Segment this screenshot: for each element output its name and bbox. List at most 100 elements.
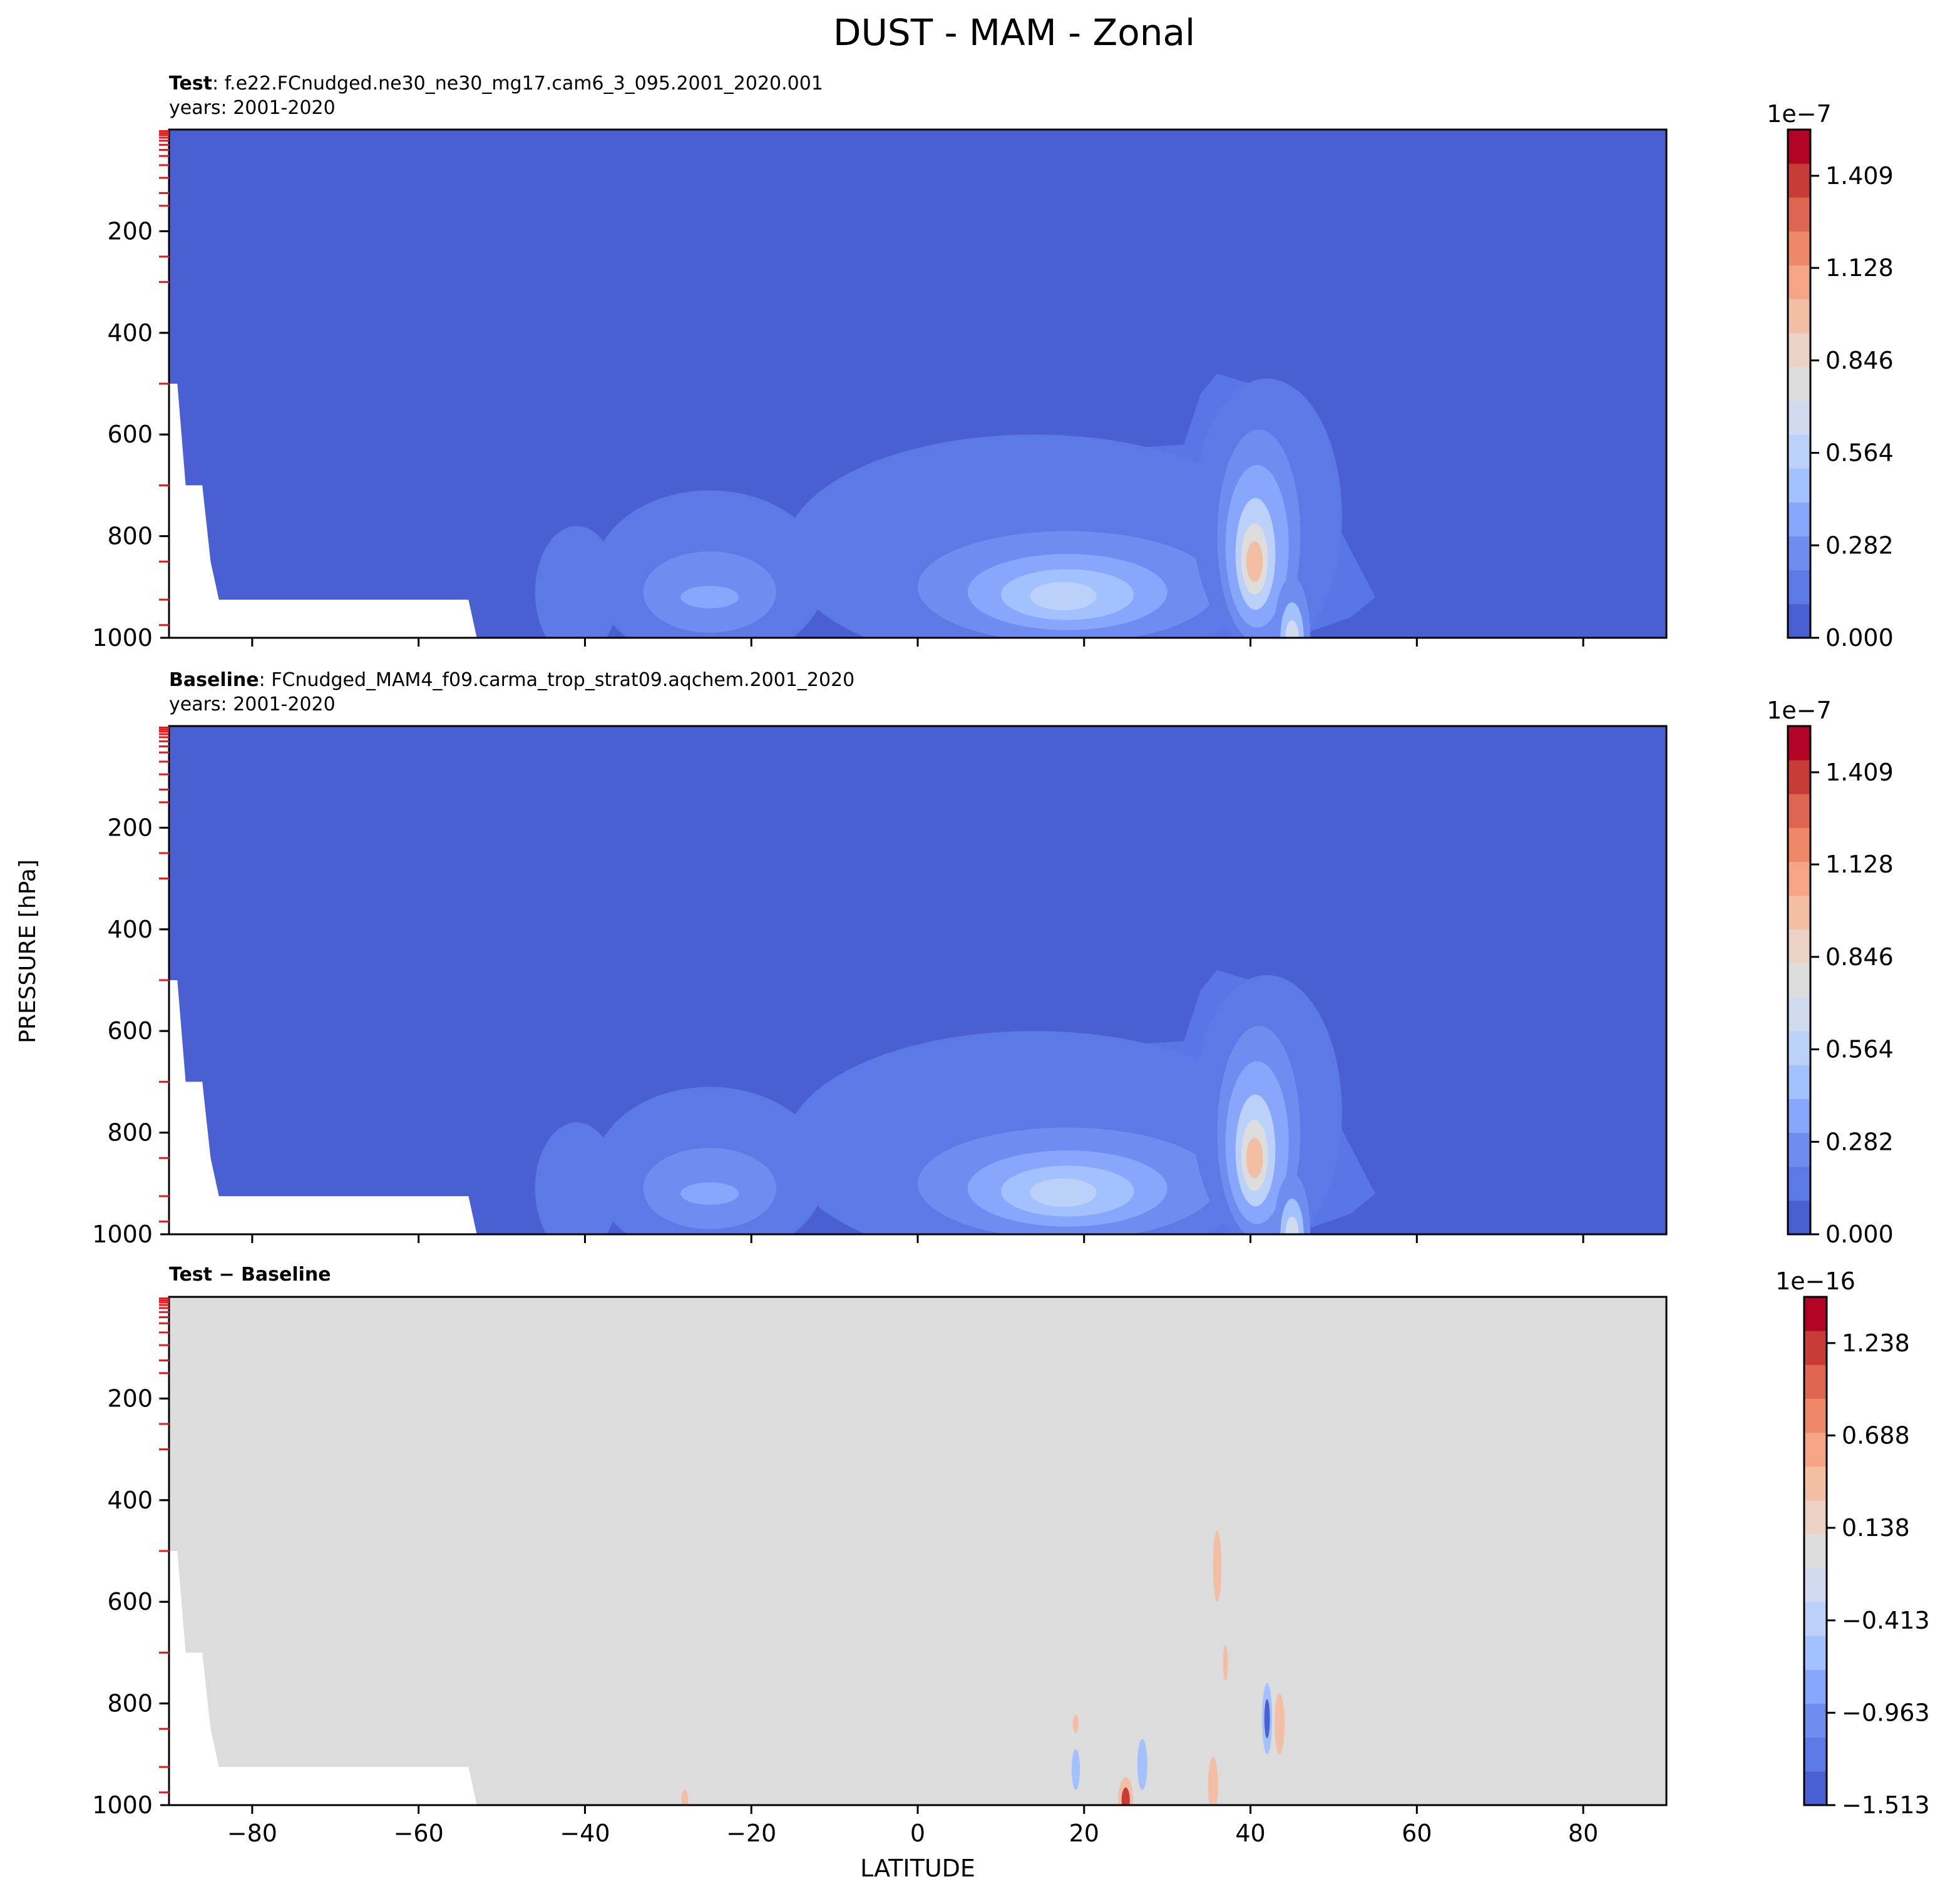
panel-test-axes: 200 400 600 800 1000 <box>92 128 1668 652</box>
colorbar-exponent: 1e−7 <box>1767 697 1832 724</box>
colorbar-segment-2 <box>1788 1132 1810 1167</box>
colorbar-tick-label: −0.413 <box>1842 1607 1930 1634</box>
colorbar-segment-8 <box>1804 1500 1827 1535</box>
xtick-label: −40 <box>560 1820 610 1847</box>
panel-test-plot <box>169 130 1666 638</box>
panel-difference-plot <box>169 1297 1666 1805</box>
colorbar-segment-5 <box>1788 1031 1810 1065</box>
ytick-label: 200 <box>107 217 153 245</box>
surface-plume-core <box>1285 620 1299 638</box>
diff-feature-8 <box>1072 1714 1079 1733</box>
panel-baseline-label-bold: Baseline <box>169 669 259 691</box>
xtick-label: −60 <box>394 1820 444 1847</box>
colorbar-segment-8 <box>1788 929 1810 964</box>
colorbar-segment-11 <box>1804 1398 1827 1433</box>
panel-baseline-colorbar: 0.000 0.282 0.564 0.846 1.128 1.409 1e−7 <box>1767 697 1894 1248</box>
colorbar-tick-label: 1.128 <box>1825 851 1894 878</box>
colorbar-segment-14 <box>1788 130 1810 164</box>
colorbar-segment-9 <box>1804 1466 1827 1501</box>
colorbar-tick-label: 1.409 <box>1825 162 1894 190</box>
ytick-label: 400 <box>107 1487 153 1514</box>
colorbar-segment-13 <box>1804 1331 1827 1365</box>
colorbar-tick-label: 0.846 <box>1825 347 1894 374</box>
colorbar-segment-14 <box>1788 726 1810 760</box>
colorbar-tick-label: 1.238 <box>1842 1329 1910 1357</box>
xtick-label: 80 <box>1568 1820 1598 1847</box>
missing-data-region <box>169 384 477 638</box>
sh-plume-core <box>680 1182 739 1205</box>
xtick-label: 20 <box>1069 1820 1099 1847</box>
diff-feature-core-1 <box>1264 1699 1270 1739</box>
colorbar-segment-10 <box>1788 861 1810 896</box>
sh-west-plume <box>535 1122 618 1234</box>
colorbar-segment-11 <box>1788 231 1810 266</box>
colorbar-segment-9 <box>1788 895 1810 930</box>
colorbar-tick-label: 0.282 <box>1825 1128 1894 1155</box>
colorbar-segment-6 <box>1804 1568 1827 1602</box>
colorbar-tick-label: 0.846 <box>1825 943 1894 971</box>
colorbar-tick-label: 0.564 <box>1825 439 1894 467</box>
xtick-label: −80 <box>227 1820 277 1847</box>
colorbar-frame <box>1803 1296 1828 1806</box>
colorbar-segment-10 <box>1804 1432 1827 1467</box>
ytick-label: 800 <box>107 523 153 550</box>
colorbar-segment-3 <box>1788 1098 1810 1134</box>
panel-difference-label: Test − Baseline <box>169 1264 331 1286</box>
panel-baseline-plot <box>169 726 1666 1234</box>
contour-background <box>169 1297 1666 1805</box>
ytick-label: 400 <box>107 916 153 943</box>
panel-test: Test: f.e22.FCnudged.ne30_ne30_mg17.cam6… <box>92 73 1894 652</box>
ytick-label: 1000 <box>92 624 153 652</box>
diff-feature-9 <box>681 1789 689 1805</box>
colorbar-segment-4 <box>1788 1065 1810 1099</box>
ne-plume-core <box>1246 541 1263 582</box>
panel-baseline: Baseline: FCnudged_MAM4_f09.carma_trop_s… <box>92 669 1894 1248</box>
panel-test-label-rest: : f.e22.FCnudged.ne30_ne30_mg17.cam6_3_0… <box>212 73 823 95</box>
colorbar-segment-9 <box>1788 299 1810 334</box>
colorbar-segment-13 <box>1788 163 1810 198</box>
ytick-label: 600 <box>107 1017 153 1045</box>
colorbar-segment-7 <box>1804 1533 1827 1569</box>
panel-baseline-label: Baseline: FCnudged_MAM4_f09.carma_trop_s… <box>169 669 854 691</box>
colorbar-tick-label: 0.000 <box>1825 1221 1894 1248</box>
mid-lat-plume-core <box>1030 581 1097 611</box>
ytick-label: 600 <box>107 1588 153 1615</box>
colorbar-segment-1 <box>1788 570 1810 605</box>
colorbar-tick-label: 0.138 <box>1842 1514 1910 1542</box>
colorbar-segment-0 <box>1788 603 1810 638</box>
missing-data-region <box>169 980 477 1234</box>
ytick-label: 1000 <box>92 1791 153 1819</box>
diff-feature-core-0 <box>1121 1787 1130 1805</box>
colorbar-tick-label: −1.513 <box>1842 1791 1930 1819</box>
colorbar-segment-12 <box>1788 197 1810 232</box>
colorbar-segment-2 <box>1788 536 1810 571</box>
diff-feature-4 <box>1223 1645 1228 1681</box>
x-axis-label: LATITUDE <box>860 1855 975 1882</box>
colorbar-segment-7 <box>1788 963 1810 998</box>
diff-feature-5 <box>1208 1756 1218 1805</box>
ytick-label: 200 <box>107 1385 153 1412</box>
colorbar-frame <box>1787 725 1812 1236</box>
missing-data-region <box>169 1551 477 1805</box>
diff-feature-2 <box>1275 1693 1285 1754</box>
colorbar-tick-label: 1.409 <box>1825 759 1894 786</box>
panel-test-colorbar: 0.000 0.282 0.564 0.846 1.128 1.409 1e−7 <box>1767 100 1894 652</box>
colorbar-tick-label: 0.282 <box>1825 531 1894 559</box>
colorbar-segment-12 <box>1788 794 1810 828</box>
colorbar-segment-7 <box>1788 366 1810 401</box>
colorbar-tick-label: 0.688 <box>1842 1421 1910 1449</box>
colorbar-segment-1 <box>1788 1166 1810 1201</box>
colorbar-segment-2 <box>1804 1703 1827 1738</box>
ytick-label: 800 <box>107 1690 153 1717</box>
colorbar-segment-5 <box>1788 434 1810 469</box>
surface-plume-core <box>1285 1216 1299 1234</box>
sh-plume-core <box>680 586 739 608</box>
panel-difference-colorbar: −1.513 −0.963 −0.413 0.138 0.688 1.238 1e−16 <box>1775 1267 1930 1819</box>
colorbar-frame <box>1787 128 1812 639</box>
xtick-label: 0 <box>910 1820 925 1847</box>
colorbar-segment-4 <box>1804 1635 1827 1670</box>
ytick-label: 600 <box>107 421 153 448</box>
panel-difference-axes: 200 400 600 800 1000 −80 −60 −40 −20 0 20 40 60 80 <box>92 1296 1668 1847</box>
